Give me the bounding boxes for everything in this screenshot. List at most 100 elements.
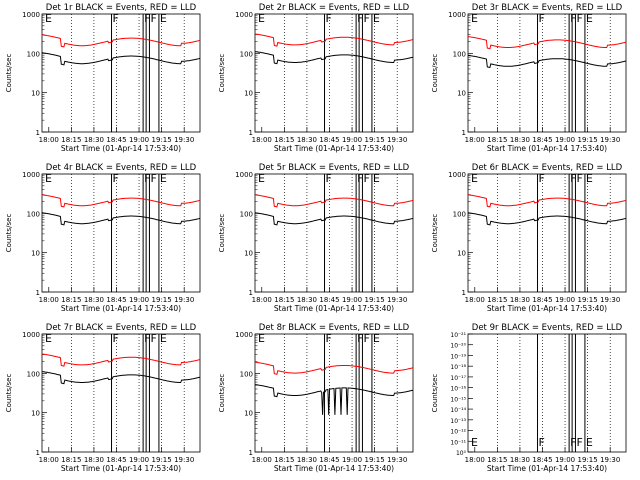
series-lld-line (467, 194, 627, 208)
x-tick-label: 18:15 (61, 296, 81, 304)
y-axis-label: Counts/sec (431, 214, 439, 253)
series-lld-line (41, 194, 201, 208)
y-tick-label: 10 (244, 250, 253, 258)
y-tick-label: 100 (27, 370, 40, 378)
flag-label: F (357, 12, 363, 25)
x-tick-label: 18:00 (252, 456, 272, 464)
flag-label: F (363, 12, 369, 25)
flag-label: E (45, 332, 52, 345)
flag-label: F (326, 172, 332, 185)
flag-label: E (258, 332, 265, 345)
flag-label: F (150, 332, 156, 345)
y-axis-label: Counts/sec (5, 54, 13, 93)
x-tick-label: 18:45 (319, 456, 339, 464)
y-tick-label: 10⁻¹⁶ (450, 386, 466, 393)
y-tick-label: 1 (462, 289, 466, 297)
flag-label: F (363, 172, 369, 185)
series-lld-line (41, 34, 201, 48)
flag-label: F (150, 12, 156, 25)
flag-label: E (471, 12, 478, 25)
x-tick-label: 18:45 (532, 456, 552, 464)
y-tick-label: 1000 (448, 11, 466, 19)
y-axis-label: Counts/sec (218, 214, 226, 253)
plot-frame (467, 13, 627, 133)
flag-label: E (586, 12, 593, 25)
flag-label: F (539, 12, 545, 25)
flag-label: F (539, 436, 545, 449)
flag-label: E (586, 436, 593, 449)
series-events-line (467, 54, 627, 69)
panel-title: Det 9r BLACK = Events, RED = LLD (472, 323, 623, 333)
y-tick-label: 100 (240, 370, 253, 378)
x-tick-label: 18:30 (510, 456, 530, 464)
y-tick-label: 10 (31, 90, 40, 98)
y-tick-label: 100 (453, 50, 466, 58)
x-axis-label: Start Time (01-Apr-14 17:53:40) (487, 304, 607, 313)
flag-label: F (576, 172, 582, 185)
x-tick-label: 19:30 (600, 456, 620, 464)
x-tick-label: 19:15 (578, 456, 598, 464)
flag-label: E (471, 172, 478, 185)
x-tick-label: 18:15 (487, 136, 507, 144)
y-tick-label: 1000 (235, 171, 253, 179)
flag-label: E (45, 172, 52, 185)
flag-label: F (357, 332, 363, 345)
x-tick-label: 18:45 (106, 456, 126, 464)
series-lld-line (254, 194, 414, 208)
flag-label: F (570, 12, 576, 25)
x-tick-label: 18:15 (274, 296, 294, 304)
y-tick-label: 10⁻¹⁵ (450, 396, 466, 403)
flag-label: F (570, 436, 576, 449)
x-tick-label: 18:30 (84, 456, 104, 464)
y-axis-label: Counts/sec (5, 214, 13, 253)
flag-label: F (150, 172, 156, 185)
x-axis-label: Start Time (01-Apr-14 17:53:40) (274, 144, 394, 153)
x-tick-label: 19:15 (365, 296, 385, 304)
x-axis-label: Start Time (01-Apr-14 17:53:40) (274, 464, 394, 473)
x-tick-label: 19:00 (555, 456, 575, 464)
x-tick-label: 18:00 (252, 296, 272, 304)
y-tick-label: 10⁻¹⁸ (450, 364, 466, 371)
y-tick-label: 1000 (22, 171, 40, 179)
flag-label: F (576, 12, 582, 25)
x-tick-label: 18:30 (510, 136, 530, 144)
x-axis-label: Start Time (01-Apr-14 17:53:40) (61, 464, 181, 473)
plot-frame (41, 333, 201, 453)
y-tick-label: 100 (27, 50, 40, 58)
y-tick-label: 10 (457, 90, 466, 98)
y-tick-label: 1000 (22, 331, 40, 339)
series-lld-line (41, 353, 201, 367)
y-tick-label: 10 (244, 410, 253, 418)
series-events-line (254, 51, 414, 65)
y-tick-label: 10⁻²¹ (450, 332, 466, 339)
panel-det-5: Det 5r BLACK = Events, RED = LLD 1 10 100 10… (218, 163, 414, 313)
y-axis-label: Counts/sec (431, 374, 439, 413)
x-tick-label: 18:30 (84, 296, 104, 304)
y-tick-label: 10⁰ (456, 450, 467, 457)
y-tick-label: 10 (457, 250, 466, 258)
panel-det-1: Det 1r BLACK = Events, RED = LLD 1 10 100 10… (5, 3, 201, 153)
plot-frame (41, 13, 201, 133)
y-axis-label: Counts/sec (431, 54, 439, 93)
y-tick-label: 1 (249, 449, 253, 457)
panel-det-9: Det 9r BLACK = Events, RED = LLD 10⁰ 10⁻¹¹… (431, 323, 627, 473)
x-tick-label: 19:00 (129, 296, 149, 304)
y-tick-label: 1 (462, 129, 466, 137)
y-tick-label: 10 (31, 410, 40, 418)
panel-title: Det 3r BLACK = Events, RED = LLD (472, 3, 623, 13)
flag-label: E (258, 172, 265, 185)
x-tick-label: 19:00 (129, 456, 149, 464)
x-tick-label: 19:30 (387, 296, 407, 304)
y-tick-label: 1000 (448, 171, 466, 179)
x-tick-label: 18:00 (39, 456, 59, 464)
series-events-line (41, 52, 201, 66)
flag-label: E (586, 172, 593, 185)
y-tick-label: 100 (27, 210, 40, 218)
y-tick-label: 1000 (235, 11, 253, 19)
series-lld-line (254, 361, 414, 375)
flag-label: E (160, 172, 167, 185)
y-tick-label: 10 (31, 250, 40, 258)
flag-label: F (144, 172, 150, 185)
x-tick-label: 18:15 (61, 456, 81, 464)
x-tick-label: 18:30 (297, 456, 317, 464)
